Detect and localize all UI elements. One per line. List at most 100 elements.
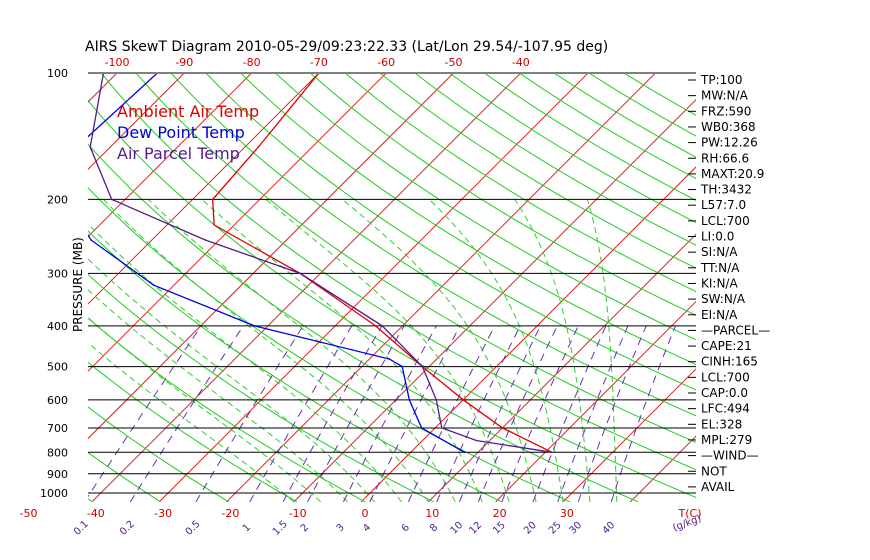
- dry-adiabat-line: [101, 74, 696, 471]
- bottom-temp-tick-label: -30: [154, 507, 172, 520]
- legend: Ambient Air Temp Dew Point Temp Air Parc…: [117, 102, 259, 163]
- moist-adiabat-line: [88, 342, 295, 502]
- dry-adiabat-line: [88, 317, 366, 502]
- isotherm-line: [495, 300, 696, 502]
- dry-adiabat-line: [0, 73, 24, 502]
- dry-adiabat-line: [88, 99, 696, 499]
- index-item: RH:66.6: [701, 151, 749, 165]
- mixing-ratio-label: 0.5: [184, 519, 203, 538]
- dry-adiabat-line: [310, 74, 696, 316]
- isotherm-line: [88, 74, 454, 440]
- isotherm-line: [293, 98, 696, 502]
- index-item: —PARCEL—: [701, 323, 770, 337]
- series-point-ambient-air-temp: [211, 198, 214, 201]
- mixing-ratio-line: [532, 325, 607, 502]
- index-item: CAPE:21: [701, 339, 752, 353]
- mixing-ratio-label: 10: [449, 520, 466, 537]
- index-item: LCL:700: [701, 214, 750, 228]
- pressure-tick-label: 600: [47, 394, 68, 407]
- series-point-air-parcel-temp: [435, 399, 438, 401]
- mixing-ratio-line: [577, 325, 647, 502]
- pressure-tick-label: 200: [47, 193, 68, 206]
- index-item: SW:N/A: [701, 292, 746, 306]
- series-point-dew-point-temp: [408, 399, 411, 401]
- isotherm-line: [428, 233, 696, 502]
- pressure-tick-label: 500: [47, 361, 68, 374]
- isobar-lines: [88, 72, 696, 494]
- isotherm-line: [88, 74, 117, 103]
- mixing-ratio-label: 8: [428, 522, 440, 534]
- mixing-ratio-line: [557, 325, 629, 502]
- mixing-ratio-line: [436, 325, 521, 502]
- dry-adiabat-line: [88, 187, 571, 502]
- mixing-ratio-label: 6: [400, 522, 412, 534]
- moist-adiabat-line: [103, 199, 429, 502]
- dry-adiabat-line: [380, 74, 696, 269]
- mixing-ratio-label: 0.2: [118, 519, 137, 538]
- mixing-ratio-line: [342, 325, 437, 502]
- mixing-ratio-label: 15: [491, 520, 508, 537]
- pressure-tick-label: 900: [47, 468, 68, 481]
- series-point-dew-point-temp: [253, 325, 256, 327]
- index-item: WB0:368: [701, 120, 756, 134]
- index-item: LFC:494: [701, 402, 750, 416]
- moist-adiabat-line: [88, 289, 348, 502]
- index-item: CAP:0.0: [701, 386, 748, 400]
- series-point-dew-point-temp: [401, 365, 404, 368]
- index-item: KI:N/A: [701, 276, 738, 290]
- series-point-dew-point-temp: [153, 284, 155, 287]
- moist-adiabat-line: [88, 258, 375, 502]
- series-point-dew-point-temp: [463, 451, 466, 454]
- y-axis-label: PRESSURE (MB): [71, 237, 85, 332]
- background-grid: [0, 73, 870, 502]
- index-item: NOT: [701, 464, 727, 478]
- moist-adiabat-line: [88, 223, 402, 502]
- mixing-ratio-label: 40: [601, 520, 618, 537]
- index-item: —WIND—: [701, 449, 759, 463]
- isotherm-line: [562, 368, 696, 502]
- pressure-tick-label: 300: [47, 267, 68, 280]
- index-item: TT:N/A: [700, 261, 740, 275]
- mixing-ratio-label: 25: [547, 520, 564, 537]
- moist-adiabat-line: [88, 316, 322, 502]
- series-point-air-parcel-temp: [475, 439, 478, 442]
- dry-adiabat-line: [345, 74, 696, 293]
- pressure-tick-label: 1000: [40, 487, 68, 500]
- dry-adiabat-line: [88, 273, 434, 502]
- moist-adiabat-line: [514, 199, 591, 502]
- mixing-ratio-line: [88, 325, 202, 498]
- index-item: FRZ:590: [701, 104, 751, 118]
- isotherm-line: [765, 73, 870, 502]
- top-temp-tick-label: -70: [310, 56, 328, 69]
- top-temp-tick-label: -50: [445, 56, 463, 69]
- dry-adiabat-line: [275, 74, 696, 341]
- dry-adiabat-line: [240, 74, 696, 366]
- bottom-temp-tick-label: -40: [87, 507, 105, 520]
- series-point-dew-point-temp: [388, 358, 391, 360]
- series-point-air-parcel-temp: [110, 198, 113, 201]
- legend-ambient-air-temp: Ambient Air Temp: [117, 102, 259, 121]
- sounding-profiles: [88, 74, 553, 454]
- dry-adiabat-line: [88, 230, 503, 502]
- top-temp-tick-label: -80: [243, 56, 261, 69]
- series-point-air-parcel-temp: [299, 272, 302, 275]
- index-item: TH:3432: [700, 183, 752, 197]
- temp-unit-label: T(C): [678, 507, 702, 520]
- index-item: SI:N/A: [701, 245, 738, 259]
- pressure-tick-label: 100: [47, 67, 68, 80]
- mixing-ratio-label: 1.5: [271, 519, 290, 538]
- mixing-ratio-label: 0.1: [72, 519, 91, 538]
- dry-adiabat-line: [206, 74, 696, 391]
- mixing-ratio-line: [195, 325, 304, 502]
- moist-adiabat-line: [147, 199, 456, 502]
- series-line-ambient-air-temp: [212, 74, 553, 453]
- chart-title: AIRS SkewT Diagram 2010-05-29/09:23:22.3…: [85, 39, 608, 55]
- series-point-air-parcel-temp: [204, 239, 207, 241]
- mixing-ratio-label: 12: [467, 520, 484, 537]
- dry-adiabat-line: [88, 361, 298, 502]
- index-item: L57:7.0: [701, 198, 746, 212]
- series-point-air-parcel-temp: [421, 365, 424, 368]
- mixing-ratio-label: 1: [241, 522, 253, 534]
